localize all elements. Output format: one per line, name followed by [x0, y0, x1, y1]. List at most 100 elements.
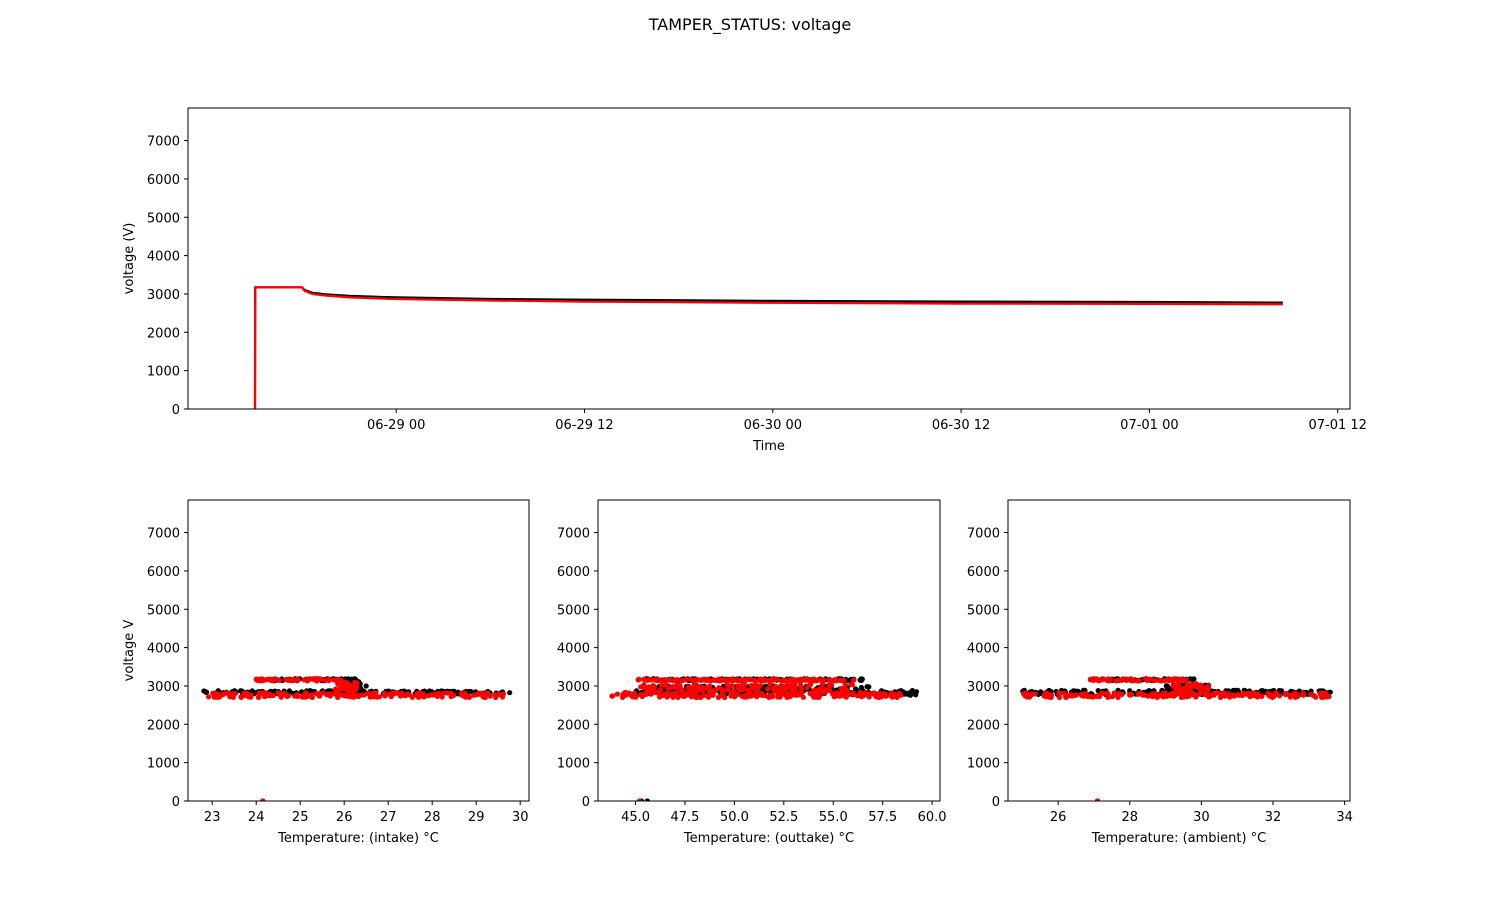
scatter-point	[777, 694, 783, 700]
scatter-point	[679, 692, 685, 699]
scatter-point	[635, 677, 641, 683]
scatter-point	[798, 686, 804, 692]
scatter-point	[614, 691, 621, 697]
scatter-point	[767, 692, 773, 699]
scatter-point	[814, 694, 820, 700]
scatter-point	[434, 693, 440, 700]
scatter-point	[674, 681, 680, 687]
scatter-point	[848, 682, 854, 688]
scatter-point	[305, 693, 311, 699]
scatter-point	[636, 798, 643, 801]
outtake-scatter-panel: 0 1000 2000 3000 4000 5000 6000 7000 45.0 47.5 50.…	[557, 499, 947, 846]
scatter-point	[749, 682, 755, 689]
ambient-scatter-panel: 0 1000 2000 3000 4000 5000 6000 7000 26 28 30 32 34 T…	[967, 499, 1353, 846]
y-tick-label: 4000	[147, 642, 180, 657]
scatter-point	[439, 694, 445, 700]
y-tick-label: 7000	[557, 527, 590, 542]
y-tick-label: 2000	[147, 326, 180, 341]
y-tick-label: 1000	[147, 365, 180, 380]
scatter-point	[494, 692, 500, 698]
scatter-point	[1073, 692, 1079, 698]
y-tick-label: 2000	[967, 718, 1000, 733]
scatter-point	[1106, 694, 1112, 700]
scatter-point	[881, 692, 887, 698]
scatter-point	[1119, 691, 1125, 698]
scatter-point	[663, 682, 669, 688]
scatter-point	[1087, 676, 1093, 683]
intake-scatter-panel: 0 1000 2000 3000 4000 5000 6000 7000 23 24 25 26 27 2…	[122, 499, 530, 846]
scatter-point	[1140, 692, 1146, 698]
scatter-point	[256, 692, 262, 698]
x-tick-label: 27	[380, 810, 397, 825]
scatter-point	[1152, 677, 1158, 684]
scatter-point	[690, 678, 696, 684]
scatter-point	[765, 686, 771, 692]
scatter-point	[785, 677, 791, 683]
scatter-point	[657, 687, 663, 693]
scatter-point	[695, 687, 701, 693]
scatter-point	[770, 686, 776, 692]
scatter-point	[717, 677, 723, 683]
scatter-point	[1096, 694, 1102, 700]
scatter-point	[1174, 683, 1180, 689]
x-tick-label: 32	[1265, 810, 1282, 825]
scatter-point	[644, 798, 650, 801]
scatter-point	[201, 688, 207, 694]
scatter-point	[1183, 687, 1189, 693]
scatter-point	[712, 677, 718, 683]
scatter-point	[260, 798, 266, 801]
y-tick-label: 3000	[557, 680, 590, 695]
scatter-point	[678, 688, 684, 694]
scatter-point	[858, 684, 865, 691]
scatter-point	[1094, 798, 1101, 801]
scatter-point	[737, 684, 743, 690]
scatter-point	[335, 692, 341, 698]
scatter-point	[757, 677, 764, 683]
scatter-point	[811, 678, 817, 684]
x-axis-label: Time	[752, 439, 785, 454]
x-tick-label: 52.5	[769, 810, 798, 825]
scatter-point	[790, 688, 796, 695]
scatter-point	[1241, 691, 1247, 697]
scatter-point	[1300, 690, 1306, 696]
y-tick-label: 0	[172, 403, 180, 418]
scatter-point	[715, 694, 722, 701]
y-tick-label: 7000	[967, 527, 1000, 542]
y-tick-label: 4000	[147, 250, 180, 265]
scatter-point	[238, 694, 244, 700]
scatter-point	[382, 693, 388, 699]
scatter-point	[780, 677, 786, 684]
scatter-point	[651, 684, 657, 690]
series-line-0	[253, 286, 1283, 409]
data-layer	[253, 286, 1283, 409]
scatter-point	[871, 691, 877, 697]
scatter-point	[819, 677, 825, 683]
scatter-point	[841, 677, 847, 683]
scatter-point	[705, 694, 712, 700]
y-tick-label: 3000	[967, 680, 1000, 695]
scatter-point	[703, 677, 709, 684]
scatter-point	[769, 677, 775, 683]
scatter-point	[798, 691, 804, 697]
scatter-point	[1189, 690, 1195, 696]
scatter-point	[1319, 690, 1325, 696]
scatter-point	[339, 686, 345, 692]
scatter-point	[744, 692, 750, 698]
scatter-point	[1209, 692, 1215, 698]
x-axis-label: Temperature: (outtake) °C	[683, 831, 854, 846]
scatter-point	[320, 690, 326, 696]
scatter-point	[306, 676, 312, 682]
scatter-point	[471, 692, 477, 698]
scatter-point	[500, 691, 507, 697]
scatter-point	[913, 689, 920, 695]
scatter-point	[277, 691, 283, 697]
scatter-point	[253, 676, 259, 683]
x-tick-label: 28	[1121, 810, 1138, 825]
scatter-point	[851, 692, 857, 698]
scatter-point	[905, 690, 911, 696]
scatter-point	[689, 686, 695, 692]
scatter-point	[212, 691, 218, 698]
scatter-point	[1323, 693, 1329, 699]
scatter-point	[1068, 692, 1074, 698]
scatter-point	[1079, 693, 1085, 699]
